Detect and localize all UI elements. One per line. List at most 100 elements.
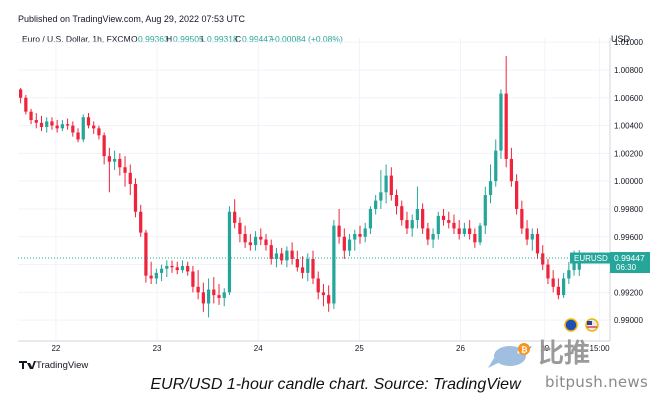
- candle: [76, 128, 80, 143]
- candle-body: [154, 272, 158, 279]
- candle: [196, 270, 200, 300]
- candle: [295, 250, 299, 272]
- price-tick-label: 1.00000: [614, 177, 643, 186]
- symbol-label: Euro / U.S. Dollar, 1h, FXCM: [22, 34, 131, 44]
- watermark-cn: 比推: [538, 339, 591, 369]
- candle: [368, 206, 373, 234]
- candle-body: [191, 271, 195, 287]
- time-tick-label: 24: [254, 344, 263, 353]
- price-tag-value-bg: [610, 252, 650, 274]
- price-tick-label: 0.99800: [614, 205, 643, 214]
- candle-body: [102, 135, 106, 157]
- candle-body: [327, 295, 331, 304]
- candle-body: [206, 289, 211, 304]
- candle: [441, 208, 446, 226]
- candle: [269, 239, 273, 265]
- candle-body: [65, 124, 70, 126]
- candle-body: [311, 258, 315, 279]
- candle-body: [358, 233, 362, 237]
- candle-body: [139, 211, 143, 233]
- candle-body: [97, 128, 101, 136]
- candle: [494, 139, 498, 187]
- time-tick-label: 29: [540, 344, 549, 353]
- candle-body: [441, 215, 446, 221]
- candle-body: [233, 211, 237, 223]
- event-icons[interactable]: [564, 318, 599, 332]
- time-axis[interactable]: 22 23 24 25 26 29 15:00: [51, 344, 610, 353]
- candle-body: [347, 239, 352, 251]
- candle: [530, 228, 534, 251]
- candle: [567, 261, 571, 285]
- candle: [462, 222, 467, 237]
- candle-body: [436, 215, 440, 234]
- watermark-en: bitpush.news: [545, 373, 649, 391]
- eu-flag-icon[interactable]: [564, 318, 578, 332]
- time-tick-label: 25: [355, 344, 364, 353]
- candle-body: [447, 220, 451, 223]
- candle-body: [535, 233, 540, 254]
- time-tick-label: 22: [51, 344, 60, 353]
- candle-body: [123, 167, 127, 173]
- candle-body: [133, 183, 138, 212]
- candle: [159, 264, 164, 282]
- candle-body: [405, 220, 409, 229]
- change-value: +0.00084 (+0.08%): [270, 34, 343, 44]
- time-tick-label: 23: [153, 344, 162, 353]
- candle-body: [410, 220, 414, 229]
- price-tick-label: 0.99200: [614, 288, 643, 297]
- candle-body: [253, 236, 258, 246]
- candle-body: [426, 228, 430, 240]
- candle: [144, 229, 148, 283]
- candle: [60, 120, 64, 132]
- candle-body: [363, 228, 367, 237]
- candle: [452, 214, 456, 234]
- candle-body: [337, 225, 341, 237]
- candle: [353, 229, 357, 251]
- candle-body: [243, 233, 247, 243]
- candle-body: [400, 206, 404, 221]
- candle: [165, 260, 169, 278]
- candles: [18, 56, 581, 318]
- candle: [358, 225, 362, 244]
- candle: [222, 288, 226, 307]
- candle: [55, 120, 59, 133]
- candle: [139, 204, 143, 237]
- candle: [65, 118, 70, 130]
- candle: [290, 242, 294, 265]
- candle-body: [196, 286, 200, 293]
- candle: [342, 228, 346, 259]
- ohlc-legend: Euro / U.S. Dollar, 1h, FXCM O 0.99363 H…: [22, 34, 343, 44]
- price-tag-value: 0.99447: [614, 253, 645, 263]
- candle: [426, 222, 430, 246]
- candle-body: [572, 258, 576, 271]
- candle-body: [76, 132, 80, 140]
- candle: [201, 282, 205, 312]
- candle: [374, 195, 378, 215]
- candle: [233, 199, 237, 229]
- high-value: 0.99505: [173, 34, 204, 44]
- candle: [436, 211, 440, 240]
- open-label: O: [131, 34, 138, 44]
- candle: [81, 114, 85, 143]
- candle-body: [515, 181, 519, 209]
- candle-body: [212, 289, 216, 296]
- candle-body: [222, 292, 226, 298]
- candle: [316, 271, 320, 300]
- candle: [447, 211, 451, 229]
- candle: [243, 225, 247, 248]
- candle: [118, 153, 122, 176]
- candle-body: [81, 117, 85, 140]
- candle-body: [384, 175, 388, 193]
- candle: [525, 220, 529, 246]
- candle: [300, 256, 305, 279]
- candle: [191, 265, 195, 293]
- price-axis[interactable]: 1.01000 1.00800 1.00600 1.00400 1.00200 1.000…: [614, 38, 643, 325]
- candle: [175, 261, 179, 275]
- candle: [92, 121, 96, 134]
- candle: [347, 233, 352, 257]
- candle: [39, 115, 44, 132]
- close-label: C: [235, 34, 241, 44]
- candle-body: [520, 208, 524, 229]
- candle-body: [34, 120, 38, 123]
